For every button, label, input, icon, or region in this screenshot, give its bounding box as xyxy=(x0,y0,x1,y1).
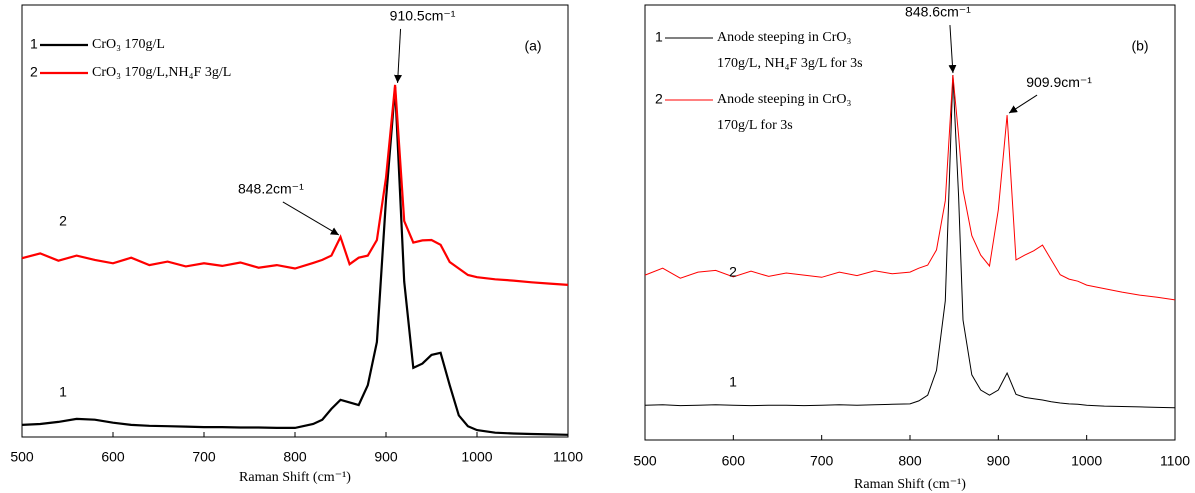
x-tick-label: 600 xyxy=(101,449,125,465)
x-tick-label: 1100 xyxy=(553,449,583,465)
legend-label: Anode steeping in CrO₃ xyxy=(717,92,851,107)
spectrum-line xyxy=(21,87,569,436)
curve-label: 2 xyxy=(59,213,67,229)
panel-label: (a) xyxy=(524,38,541,54)
annotation-arrow xyxy=(282,201,340,236)
x-tick-label: 700 xyxy=(192,449,216,465)
legend-number: 1 xyxy=(655,29,663,45)
x-tick-label: 800 xyxy=(898,453,922,469)
spectrum-line xyxy=(21,84,569,286)
x-tick-label: 800 xyxy=(283,449,307,465)
legend-label: CrO₃ 170g/L xyxy=(92,37,165,52)
curve-label: 1 xyxy=(59,384,67,400)
spectrum-line xyxy=(644,74,1176,409)
x-tick-label: 900 xyxy=(374,449,398,465)
annotation-arrow xyxy=(394,28,402,83)
curve-label: 1 xyxy=(729,374,737,390)
x-tick-label: 1000 xyxy=(461,449,492,465)
peak-annotation: 848.6cm⁻¹ xyxy=(905,4,971,20)
x-tick-label: 500 xyxy=(633,453,657,469)
legend-number: 2 xyxy=(30,64,38,80)
spectrum-line xyxy=(644,74,1176,301)
legend-label: Anode steeping in CrO₃ xyxy=(717,30,851,45)
panel-label: (b) xyxy=(1131,38,1148,54)
x-axis-label: Raman Shift (cm⁻¹) xyxy=(239,470,351,485)
annotation-arrow xyxy=(1008,94,1038,114)
legend-label: 170g/L for 3s xyxy=(717,118,793,133)
x-tick-label: 600 xyxy=(722,453,746,469)
legend-number: 1 xyxy=(30,36,38,52)
legend-label: 170g/L, NH₄F 3g/L for 3s xyxy=(717,56,863,71)
annotation-arrow xyxy=(948,25,957,74)
x-tick-label: 700 xyxy=(810,453,834,469)
x-tick-label: 500 xyxy=(10,449,34,465)
legend-label: CrO₃ 170g/L,NH₄F 3g/L xyxy=(92,65,231,80)
curve-label: 2 xyxy=(729,264,737,280)
x-tick-label: 1100 xyxy=(1160,453,1190,469)
x-tick-label: 1000 xyxy=(1071,453,1102,469)
peak-annotation: 909.9cm⁻¹ xyxy=(1026,74,1092,90)
peak-annotation: 848.2cm⁻¹ xyxy=(238,181,304,197)
legend-number: 2 xyxy=(655,91,663,107)
peak-annotation: 910.5cm⁻¹ xyxy=(390,8,456,24)
x-axis-label: Raman Shift (cm⁻¹) xyxy=(854,477,966,492)
x-tick-label: 900 xyxy=(987,453,1011,469)
